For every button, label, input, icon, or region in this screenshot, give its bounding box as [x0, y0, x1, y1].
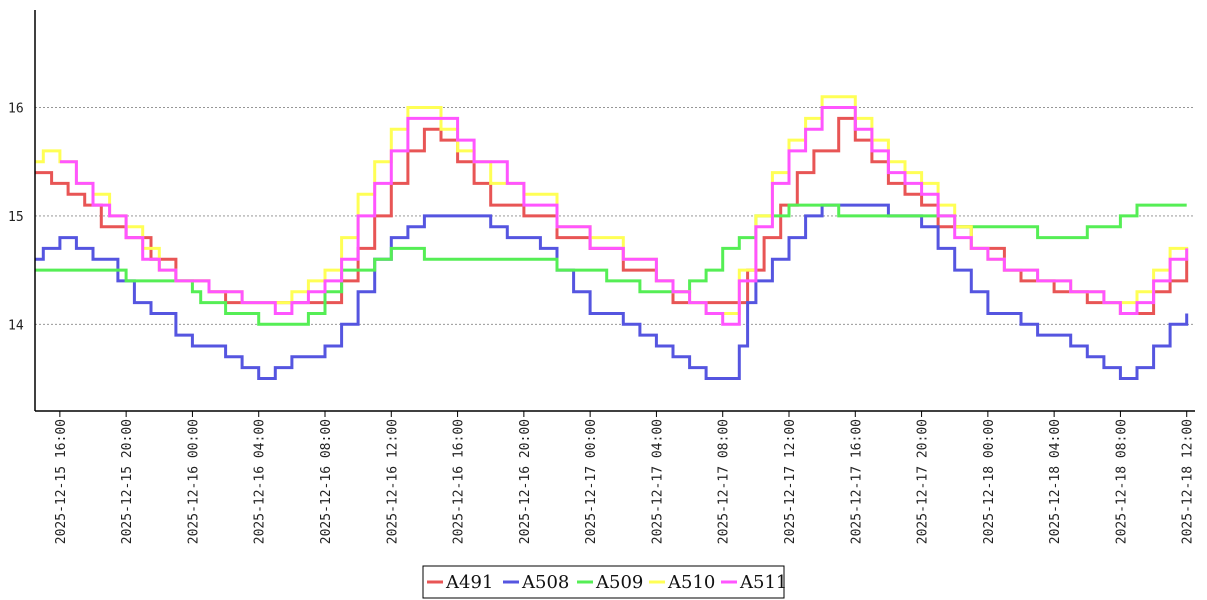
x-tick-label: 2025-12-17 12:00 [783, 419, 798, 544]
x-tick-label: 2025-12-16 08:00 [319, 419, 334, 544]
x-tick-label: 2025-12-17 08:00 [717, 419, 732, 544]
legend-label: A509 [595, 572, 643, 593]
x-tick-label: 2025-12-17 04:00 [650, 419, 665, 544]
x-axis-ticks: 2025-12-15 16:00 2025-12-15 20:00 2025-12-… [54, 411, 1196, 544]
x-tick-label: 2025-12-16 16:00 [452, 419, 467, 544]
legend-label: A508 [521, 572, 569, 593]
series-line-a511 [59, 106, 1189, 326]
series-layer [35, 95, 1189, 380]
series-line-a509 [35, 203, 1187, 326]
x-tick-label: 2025-12-15 16:00 [54, 419, 69, 544]
legend: A491 A508 A509 A510 A511 [422, 565, 787, 599]
x-tick-label: 2025-12-17 00:00 [584, 419, 599, 544]
x-tick-label: 2025-12-18 08:00 [1114, 419, 1129, 544]
y-tick-label: 16 [8, 102, 24, 117]
axes [34, 10, 1195, 412]
x-tick-label: 2025-12-18 12:00 [1181, 419, 1196, 544]
x-tick-label: 2025-12-15 20:00 [120, 419, 135, 544]
legend-label: A510 [667, 572, 715, 593]
y-axis-ticks: 14 15 16 [8, 102, 24, 334]
x-tick-label: 2025-12-17 20:00 [916, 419, 931, 544]
grid-lines [35, 107, 1195, 325]
y-tick-label: 15 [8, 210, 24, 225]
x-tick-label: 2025-12-18 00:00 [982, 419, 997, 544]
x-tick-label: 2025-12-16 00:00 [186, 419, 201, 544]
x-tick-label: 2025-12-16 12:00 [385, 419, 400, 544]
x-tick-label: 2025-12-16 04:00 [253, 419, 268, 544]
y-tick-label: 14 [8, 318, 24, 333]
series-line-a508 [35, 203, 1189, 380]
x-tick-label: 2025-12-18 04:00 [1048, 419, 1063, 544]
legend-items: A491 A508 A509 A510 A511 [427, 572, 787, 593]
x-tick-label: 2025-12-16 20:00 [518, 419, 533, 544]
x-tick-label: 2025-12-17 16:00 [849, 419, 864, 544]
legend-label: A511 [739, 572, 787, 593]
legend-label: A491 [445, 572, 493, 593]
